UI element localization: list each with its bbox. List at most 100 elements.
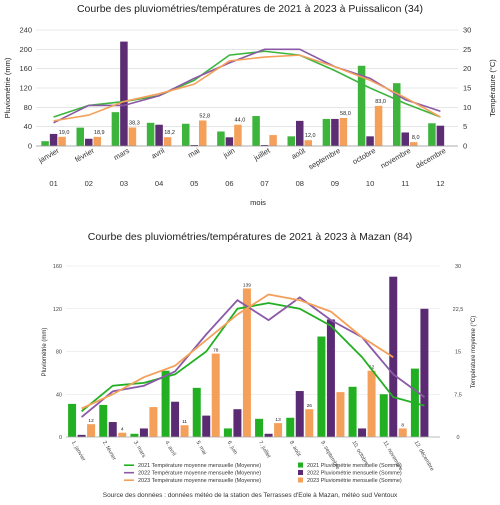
- chart1-month-number: 10: [366, 179, 374, 188]
- chart2-title: Courbe des pluviométries/températures de…: [88, 231, 413, 243]
- chart2-ytick-left: 120: [53, 307, 62, 313]
- chart1-bar: [128, 127, 137, 146]
- chart1-ytick-left: 240: [19, 26, 32, 35]
- chart2-month-label: 6. juin: [226, 440, 239, 456]
- chart1-ytick-right: 20: [463, 64, 471, 73]
- chart2-bar: [130, 433, 139, 437]
- chart1-bar: [111, 112, 120, 146]
- chart2-month-label: 8. août: [288, 440, 302, 458]
- chart1-month-number: 12: [436, 179, 444, 188]
- chart2-ylabel-right: Température moyenne (°C): [471, 316, 477, 388]
- chart1-bar: [322, 118, 331, 146]
- chart1-month-label: juillet: [251, 145, 272, 162]
- chart1-bar: [49, 133, 58, 146]
- chart1-bar: [199, 120, 207, 146]
- chart1-data-label: 18,9: [94, 130, 105, 136]
- chart2-bar: [358, 428, 367, 437]
- chart1-ytick-left: 160: [19, 64, 32, 73]
- chart1-ytick-left: 200: [19, 45, 32, 54]
- chart1-month-label: décembre: [414, 146, 447, 170]
- chart2-bar: [305, 409, 314, 437]
- chart2-temperature-line: [81, 302, 425, 413]
- chart1-ytick-right: 0: [463, 142, 467, 151]
- chart1-bar: [393, 83, 401, 146]
- chart1-ytick-right: 15: [463, 84, 471, 93]
- chart1-bar: [58, 136, 66, 146]
- chart2-bar: [398, 428, 407, 437]
- chart1-month-label: septembre: [307, 146, 342, 172]
- chart1-bar: [182, 123, 190, 146]
- legend-entry: 2022 Température moyenne mensuelle (Moye…: [138, 471, 261, 477]
- chart2-bar: [118, 432, 127, 437]
- chart1-data-label: 52,8: [199, 113, 210, 119]
- chart1-bar: [76, 127, 84, 146]
- chart2-bar: [286, 417, 295, 437]
- chart2-data-label: 4: [121, 427, 124, 433]
- chart1-bar: [428, 123, 436, 146]
- chart1-bar: [225, 137, 234, 146]
- chart2-ytick-left: 160: [53, 264, 62, 270]
- chart1-month-label: mars: [112, 146, 131, 162]
- chart2-bar: [274, 423, 283, 437]
- chart1-ytick-right: 10: [463, 103, 471, 112]
- chart2-bar: [379, 394, 388, 437]
- chart1-month-label: août: [290, 145, 308, 161]
- chart1-month-number: 11: [401, 179, 409, 188]
- chart1-month-label: novembre: [379, 146, 412, 170]
- chart1-data-label: 18,2: [164, 130, 175, 136]
- chart2-bar: [223, 428, 232, 437]
- chart1-month-number: 01: [49, 179, 57, 188]
- chart1-month-number: 06: [225, 179, 233, 188]
- chart2-bar: [326, 319, 335, 437]
- chart1-bar: [120, 41, 128, 146]
- chart2-month-label: 2. février: [101, 440, 117, 462]
- legend-bar-swatch: [298, 477, 303, 483]
- chart1-bar: [357, 65, 366, 146]
- chart2-ytick-left: 80: [56, 350, 62, 356]
- chart2-plot: 0 40 80 120 160 0 7,5 15 22,5 30 12 4 11 78 139 13 26 62 8…: [53, 264, 464, 472]
- chart1-bar: [217, 131, 225, 146]
- source-note: Source des données : données météo de la…: [103, 492, 398, 499]
- chart1-data-label: 83,0: [375, 99, 386, 105]
- chart2-bar: [233, 409, 242, 437]
- chart1-bar: [374, 105, 383, 146]
- legend-bar-swatch: [298, 462, 303, 468]
- chart2-data-label: 11: [182, 419, 187, 425]
- chart1-data-label: 8,0: [412, 135, 420, 141]
- chart2-bar: [171, 401, 180, 437]
- chart2-bar: [68, 403, 77, 437]
- chart2-bar: [264, 433, 273, 437]
- chart1-bar: [269, 135, 277, 146]
- chart1-bar: [190, 145, 198, 146]
- chart2-bar: [336, 392, 345, 437]
- chart1-month-label: avril: [150, 146, 167, 161]
- legend-entry: 2021 Température moyenne mensuelle (Moye…: [138, 463, 261, 469]
- chart2-bar: [420, 308, 429, 437]
- chart1-bar: [85, 138, 93, 146]
- chart2-bar: [317, 336, 326, 437]
- chart1-ytick-right: 5: [463, 122, 467, 131]
- chart1-bar: [93, 136, 101, 146]
- chart2-month-label: 12. décembre: [413, 440, 435, 472]
- legend-bar-swatch: [298, 470, 303, 475]
- chart2-ytick-right: 30: [455, 264, 461, 270]
- chart1-month-number: 07: [260, 179, 268, 188]
- chart1-bar: [401, 132, 409, 146]
- chart1-month-number: 08: [296, 179, 304, 188]
- chart1-ytick-left: 80: [24, 103, 32, 112]
- chart2-month-label: 3. mars: [132, 440, 146, 459]
- chart1-bar: [146, 122, 155, 146]
- chart2-bar: [139, 428, 148, 437]
- chart1-bar: [304, 140, 312, 146]
- chart1-title: Courbe des pluviométries/températures de…: [77, 3, 423, 15]
- chart2-ytick-right: 22,5: [453, 307, 464, 313]
- chart1-xlabel: mois: [250, 198, 266, 207]
- chart1-month-number: 03: [120, 179, 128, 188]
- chart2-bar: [149, 407, 158, 437]
- chart2-data-label: 8: [401, 422, 404, 428]
- chart1-month-number: 04: [155, 179, 163, 188]
- chart2-data-label: 139: [243, 282, 251, 288]
- chart1-ylabel-left: Pluviométrie (mm): [3, 57, 12, 118]
